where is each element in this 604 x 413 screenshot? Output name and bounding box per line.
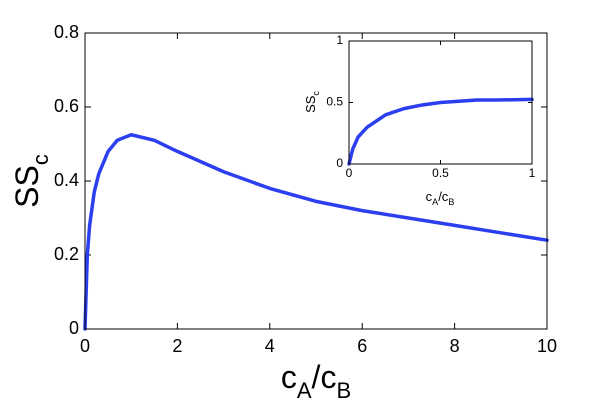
x-axis-label: cA/cB [281,359,351,403]
x-axis-label-part: B [336,378,351,403]
x-axis-label-part: A [297,378,312,403]
y-tick-label: 0.8 [54,22,79,42]
y-axis-label-part: SS [303,95,318,113]
x-tick-label: 6 [357,336,367,356]
x-axis-label-part: /c [312,359,337,395]
x-tick-label: 4 [265,336,275,356]
plot-frame [348,40,533,165]
x-tick-label: 10 [537,336,557,356]
x-tick-label: 0 [346,166,353,180]
x-axis-label: cA/cB [426,189,455,207]
x-tick-label: 0 [80,336,90,356]
y-axis-label-part: c [311,91,321,96]
y-tick-label: 0.5 [326,95,343,109]
y-tick-label: 0 [69,318,79,338]
y-tick-label: 0.2 [54,244,79,264]
x-axis-label-part: A [432,197,438,207]
x-axis-label-part: c [426,189,433,204]
y-axis-label-part: SS [9,165,45,208]
x-axis-label-part: c [281,359,297,395]
y-tick-label: 1 [336,33,343,47]
x-tick-label: 8 [450,336,460,356]
data-line [347,97,534,166]
y-tick-label: 0.6 [54,96,79,116]
plot-frame [84,32,548,330]
x-tick-label: 0.5 [432,166,449,180]
data-line [83,133,549,331]
x-tick-label: 2 [172,336,182,356]
y-axis-label: SSc [303,91,321,113]
x-axis-label-part: /c [438,189,449,204]
x-axis-label-part: B [448,197,454,207]
x-tick-label: 1 [529,166,536,180]
y-axis-label-part: c [28,154,53,165]
y-tick-label: 0 [336,156,343,170]
y-axis-label: SSc [9,154,53,208]
y-tick-label: 0.4 [54,170,79,190]
